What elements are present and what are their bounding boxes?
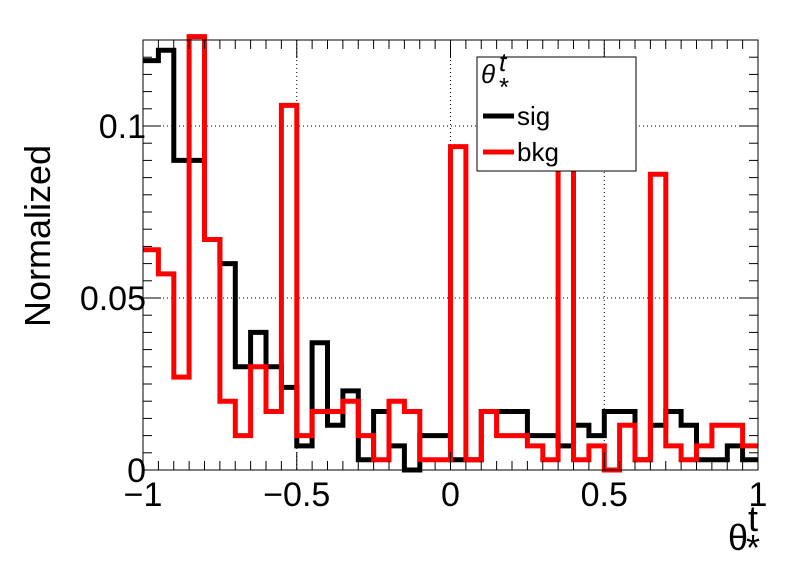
x-tick-label: 0 bbox=[441, 476, 460, 514]
y-tick-labels: 0 0.05 0.1 bbox=[80, 108, 146, 490]
svg-text:t: t bbox=[499, 47, 508, 77]
legend-label-bkg: bkg bbox=[517, 137, 559, 167]
y-tick-label: 0.1 bbox=[99, 108, 146, 146]
svg-text:*: * bbox=[746, 527, 760, 568]
x-axis-title: θ t * bbox=[728, 498, 760, 568]
x-tick-label: 1 bbox=[749, 476, 768, 514]
svg-text:θ: θ bbox=[481, 59, 495, 89]
series-line-bkg bbox=[143, 34, 758, 473]
axis-ticks bbox=[142, 39, 759, 471]
svg-text:*: * bbox=[499, 72, 509, 102]
legend-title: θ t * bbox=[481, 47, 509, 102]
x-tick-label: −1 bbox=[124, 476, 163, 514]
y-axis-title: Normalized bbox=[17, 145, 58, 327]
x-tick-label: 0.5 bbox=[581, 476, 628, 514]
svg-text:θ: θ bbox=[728, 517, 748, 558]
legend-label-sig: sig bbox=[517, 101, 550, 131]
series-layer bbox=[143, 34, 758, 473]
svg-text:t: t bbox=[748, 498, 758, 539]
grid-lines bbox=[143, 40, 758, 470]
y-tick-label: 0.05 bbox=[80, 280, 146, 318]
series-line-sig bbox=[143, 47, 758, 473]
x-tick-labels: −1 −0.5 0 0.5 1 bbox=[124, 476, 768, 514]
legend: θ t * sig bkg bbox=[476, 47, 637, 172]
x-tick-label: −0.5 bbox=[263, 476, 330, 514]
y-tick-label: 0 bbox=[127, 452, 146, 490]
